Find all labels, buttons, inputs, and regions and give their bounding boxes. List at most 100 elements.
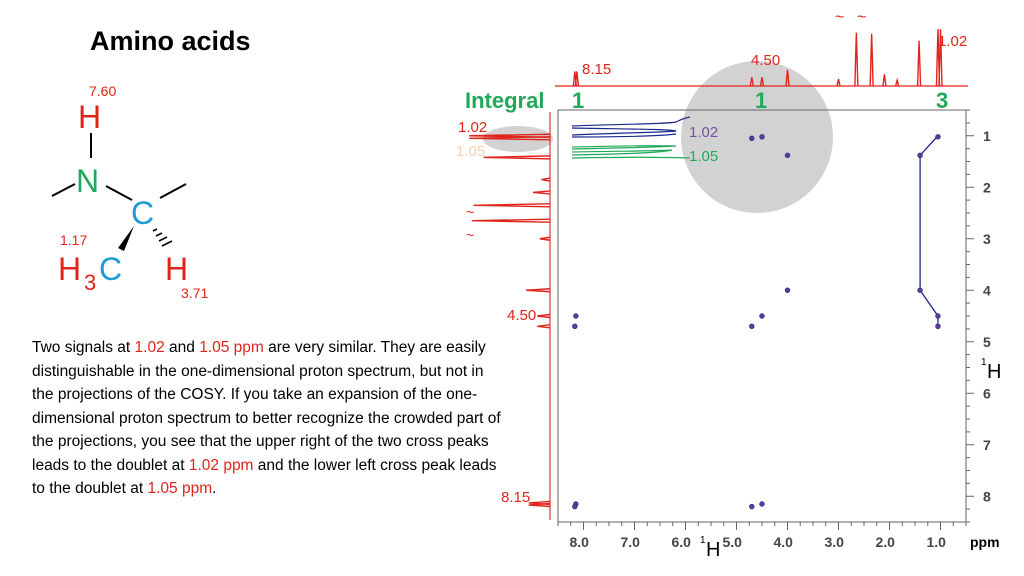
tilde-mark: ~	[835, 9, 844, 26]
left-label-815: 8.15	[501, 489, 530, 506]
top-projection-peak	[869, 33, 874, 87]
top-projection-peak	[836, 78, 841, 87]
left-projection-peak	[537, 324, 551, 329]
top-label-450: 4.50	[751, 52, 780, 69]
x-tick-label: 1.0	[927, 534, 947, 550]
top-projection-peak	[894, 77, 900, 87]
shift-label-nh: 7.60	[89, 83, 116, 99]
x-tick-label: 4.0	[774, 534, 794, 550]
cross-peak	[935, 134, 941, 140]
y-tick-label: 4	[983, 282, 991, 298]
left-projection-peak	[532, 190, 551, 195]
bond	[159, 183, 187, 199]
cross-peak	[917, 152, 923, 159]
cross-peak	[784, 152, 791, 159]
top-projection-peak	[785, 69, 790, 87]
trace-line	[919, 135, 939, 328]
wedge-bond	[118, 226, 134, 251]
x-tick-label: 7.0	[621, 534, 641, 550]
doublet-105-curve	[571, 149, 673, 156]
y-tick-label: 8	[983, 488, 991, 504]
left-projection-peak	[483, 155, 551, 160]
left-projection-peak	[537, 313, 551, 319]
top-projection-peak	[882, 74, 887, 87]
atom-h-alpha: H	[165, 251, 188, 287]
expansion-label-102: 1.02	[689, 124, 718, 141]
x-tick-label: 3.0	[825, 534, 845, 550]
cross-peak	[759, 134, 765, 140]
explanation-segment: Two signals at	[32, 339, 135, 356]
shift-label-ch3: 1.17	[60, 232, 87, 248]
tilde-mark: ~	[857, 9, 866, 26]
x-axis-unit: ppm	[970, 534, 1000, 550]
top-projection-peak	[854, 32, 859, 87]
cross-peak	[759, 313, 765, 319]
tilde-mark: ~	[466, 227, 474, 243]
atom-c-methyl: C	[99, 251, 122, 287]
cross-peak	[749, 503, 755, 510]
svg-text:H: H	[987, 361, 1001, 383]
top-projection-peak	[574, 71, 580, 87]
x-axis: 8.0 7.0 6.0 5.0 4.0 3.0 2.0 1.0	[557, 522, 967, 550]
tilde-mark: ~	[466, 204, 474, 220]
doublet-102-curve	[571, 116, 691, 127]
expansion-doublets	[571, 116, 691, 159]
integral-value: 3	[936, 88, 948, 113]
left-projection-peak	[469, 133, 551, 138]
x-tick-label: 5.0	[723, 534, 743, 550]
explanation-text: Two signals at 1.02 and 1.05 ppm are ver…	[32, 336, 502, 501]
atom-h-methyl: H	[58, 251, 81, 287]
cross-peak	[784, 287, 791, 293]
cross-peak	[749, 323, 755, 329]
top-projection-peak	[938, 29, 943, 87]
top-label-102: 1.02	[938, 33, 967, 50]
left-projection-peak	[541, 177, 551, 182]
cross-peak	[572, 323, 578, 329]
cross-peak	[749, 135, 755, 142]
y-tick-label: 2	[983, 179, 991, 195]
left-projection-peak	[471, 218, 551, 223]
doublet-102-curve	[571, 133, 677, 138]
highlight-text: 1.05 ppm	[147, 480, 213, 497]
svg-text:1: 1	[700, 535, 706, 546]
integral-value: 1	[572, 88, 584, 113]
cross-peak	[572, 503, 578, 510]
left-label-105: 1.05	[456, 143, 485, 160]
left-label-450: 4.50	[507, 307, 536, 324]
x-tick-label: 8.0	[570, 534, 590, 550]
y-tick-label: 1	[983, 128, 991, 144]
left-label-102: 1.02	[458, 119, 487, 136]
slide-title: Amino acids	[90, 26, 251, 56]
left-projection-peak	[528, 500, 551, 506]
x-tick-label: 6.0	[672, 534, 692, 550]
hash-bond	[152, 228, 173, 247]
y-axis: 1 2 3 4 5 6 7 8	[966, 109, 991, 523]
explanation-segment: are very similar. They are easily distin…	[32, 339, 501, 474]
left-projection-peak	[539, 236, 551, 241]
cross-peak	[917, 287, 923, 293]
atom-n: N	[76, 163, 99, 199]
y-tick-label: 3	[983, 231, 991, 247]
top-projection	[555, 29, 968, 87]
highlight-circle	[681, 61, 833, 213]
left-projection-peak	[473, 203, 551, 208]
doublet-105-curve	[571, 144, 677, 150]
x-tick-label: 2.0	[876, 534, 896, 550]
methyl-subscript: 3	[84, 270, 96, 295]
cross-peaks	[572, 134, 941, 510]
doublet-105-curve	[571, 156, 691, 159]
doublet-102-curve	[571, 127, 677, 136]
highlight-text: 1.05 ppm	[199, 339, 264, 356]
svg-text:1: 1	[981, 357, 987, 368]
top-label-815: 8.15	[582, 61, 611, 78]
expansion-label-105: 1.05	[689, 148, 718, 165]
integral-value: 1	[755, 88, 767, 113]
integral-label: Integral	[465, 88, 544, 113]
explanation-segment: and the lower left cross peak leads to t…	[32, 456, 497, 498]
top-projection-peak	[759, 77, 765, 87]
shift-label-ch: 3.71	[181, 285, 208, 301]
y-tick-label: 7	[983, 437, 991, 453]
bond	[51, 183, 76, 197]
bond	[105, 185, 133, 201]
